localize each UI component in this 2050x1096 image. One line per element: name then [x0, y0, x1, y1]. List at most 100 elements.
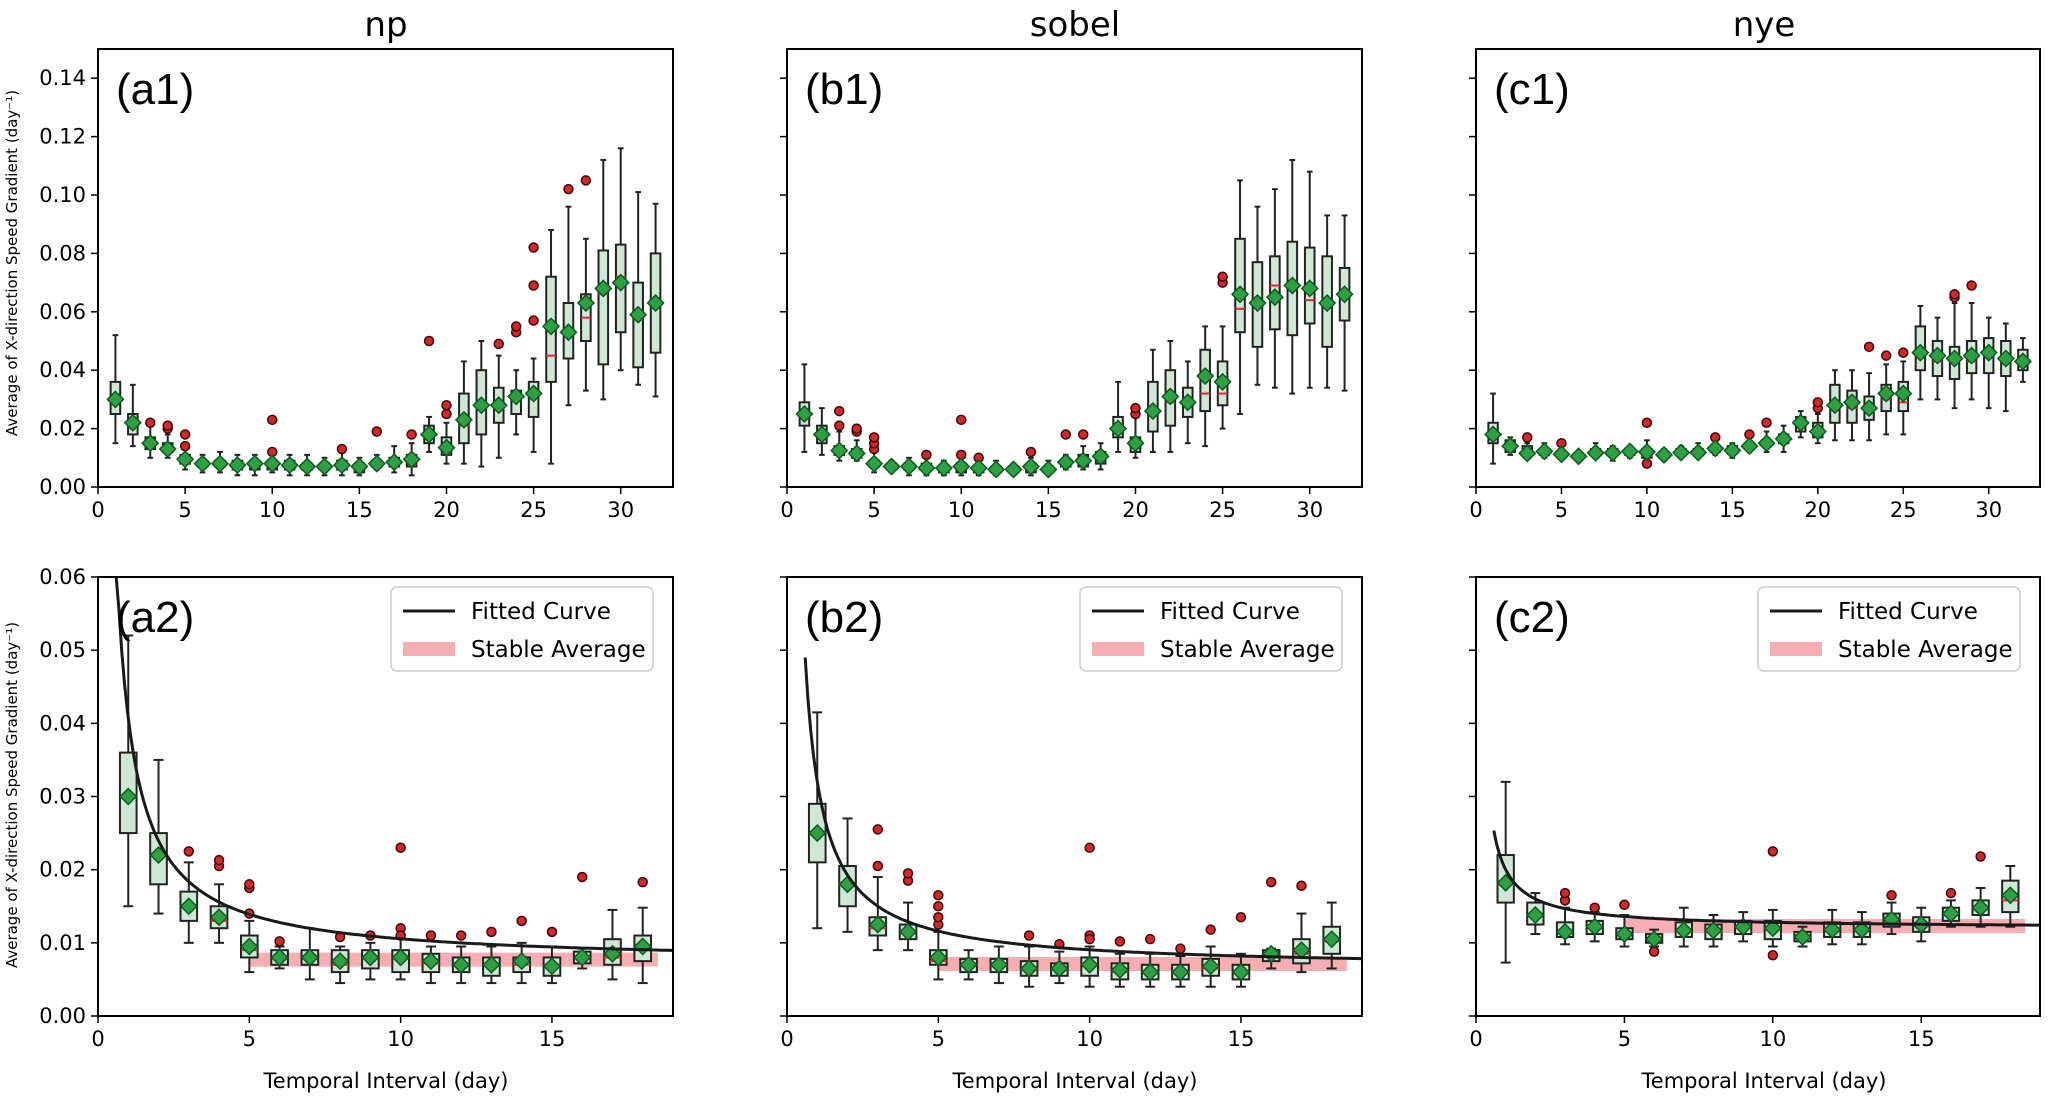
panel-c1: 0 5 10 15 20 25 30 — [1469, 48, 2041, 522]
box-x15 — [1231, 911, 1251, 988]
outlier-point — [274, 936, 285, 947]
mean-marker — [1740, 437, 1759, 456]
box-x4 — [1535, 442, 1554, 461]
mean-marker — [1021, 457, 1041, 476]
x-tick-label: 0 — [1469, 498, 1482, 522]
mean-marker — [868, 915, 887, 934]
mean-marker — [1231, 963, 1251, 982]
box-x32 — [1335, 214, 1354, 392]
mean-marker — [119, 787, 138, 806]
outlier-point — [493, 338, 505, 350]
box-x1 — [118, 634, 138, 908]
mean-marker — [1300, 279, 1319, 298]
legend-box — [1079, 586, 1343, 672]
outlier-point — [955, 414, 967, 426]
outlier-point — [213, 854, 225, 866]
mean-marker — [1808, 422, 1827, 441]
box-x7 — [899, 456, 919, 477]
mean-marker — [385, 453, 404, 472]
mean-marker — [1757, 434, 1776, 453]
mean-marker — [576, 293, 595, 313]
box-x8 — [917, 449, 936, 478]
mean-marker — [421, 952, 440, 971]
y-tick-label: 0.02 — [39, 858, 86, 882]
outlier-point — [183, 846, 195, 857]
box-x29 — [1962, 280, 1981, 401]
y-tick-label: 0.04 — [39, 711, 86, 735]
outlier-point — [921, 449, 932, 461]
outlier-point — [423, 335, 435, 347]
mean-marker — [1056, 453, 1075, 472]
mean-marker — [1672, 443, 1691, 462]
y-tick-label: 0.00 — [39, 1004, 86, 1028]
y-axis-title-bottom: Average of X-direction Speed Gradient (d… — [3, 622, 21, 968]
box-x22 — [1161, 340, 1180, 453]
box-x19 — [419, 335, 439, 453]
mean-marker — [1996, 349, 2015, 368]
box-x32 — [2013, 337, 2032, 383]
box-x21 — [1825, 369, 1844, 442]
x-tick-label: 20 — [1122, 498, 1149, 522]
box-x17 — [1757, 417, 1776, 453]
mean-marker — [808, 824, 827, 843]
legend: Fitted Curve Stable Average — [1079, 586, 1343, 672]
box-x22 — [1842, 369, 1862, 442]
box-x27 — [1248, 205, 1267, 386]
box-x2 — [812, 407, 831, 456]
mean-marker — [1971, 898, 1990, 917]
mean-marker — [1774, 429, 1793, 448]
box-x24 — [1196, 325, 1215, 448]
x-tick-label: 5 — [243, 1027, 256, 1051]
mean-marker — [1569, 447, 1588, 466]
outlier-point — [371, 426, 383, 437]
mean-marker — [263, 454, 282, 473]
x-tick-label: 0 — [780, 498, 793, 522]
x-tick-label: 10 — [1634, 498, 1661, 522]
x-tick-label: 25 — [1890, 498, 1917, 522]
box-x9 — [1620, 442, 1639, 461]
outlier-point — [1217, 271, 1228, 283]
box-x16 — [367, 426, 386, 473]
panel-label-b1: (b1) — [805, 65, 883, 114]
mean-marker — [228, 456, 247, 475]
mean-marker — [1178, 393, 1197, 412]
box-x24 — [507, 321, 526, 436]
box-x12 — [298, 453, 317, 477]
box-x12 — [987, 459, 1006, 479]
mean-marker — [1552, 445, 1571, 464]
mean-marker — [1213, 372, 1232, 391]
box-x8 — [1019, 930, 1039, 988]
mean-marker — [882, 457, 901, 476]
box-x11 — [280, 453, 299, 477]
outlier-point — [1023, 930, 1035, 941]
box-x8 — [1704, 914, 1723, 948]
mean-marker — [391, 948, 410, 967]
x-tick-label: 10 — [1759, 1027, 1786, 1051]
box-x7 — [1674, 906, 1693, 948]
mean-marker — [629, 305, 648, 324]
mean-marker — [1823, 920, 1842, 939]
outlier-point — [1898, 347, 1909, 358]
box-x2 — [123, 383, 142, 448]
box-x1 — [106, 334, 125, 445]
box-x5 — [865, 432, 884, 474]
mean-marker — [1763, 919, 1782, 938]
outlier-point — [1084, 842, 1095, 853]
x-tick-label: 10 — [948, 498, 975, 522]
outlier-point — [441, 399, 452, 411]
outlier-point — [528, 280, 539, 291]
box-x7 — [989, 945, 1009, 985]
mean-marker — [1335, 285, 1354, 304]
box-x25 — [1213, 271, 1232, 430]
box-x30 — [611, 147, 630, 372]
box-x13 — [482, 926, 501, 985]
box-x12 — [451, 930, 471, 985]
outlier-point — [1235, 911, 1247, 923]
mean-marker — [1654, 445, 1674, 464]
mean-marker — [987, 460, 1006, 479]
x-axis-title-a2: Temporal Interval (day) — [263, 1069, 509, 1093]
outlier-point — [563, 183, 574, 195]
outlier-point — [1060, 429, 1072, 440]
mean-marker — [1484, 425, 1503, 444]
outlier-point — [1767, 846, 1779, 857]
